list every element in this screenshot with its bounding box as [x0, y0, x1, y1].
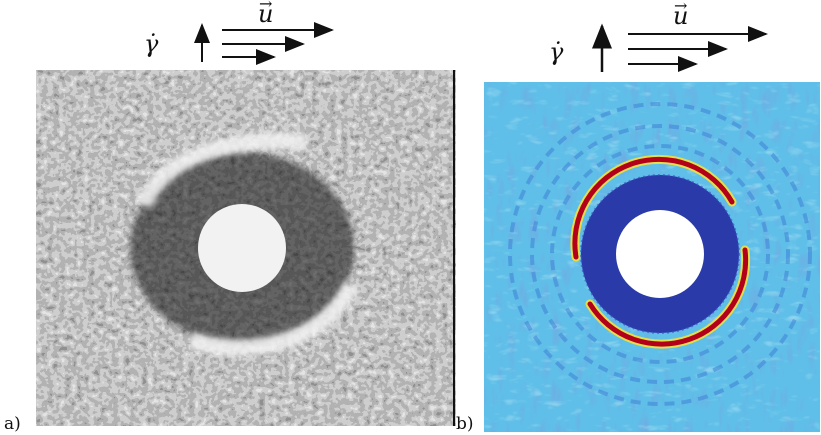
panel-b-colormap-image: [484, 82, 820, 432]
panel-a-shear-rate-symbol: γ̇: [144, 30, 159, 58]
panel-b: γ̇ → u: [456, 0, 821, 435]
panel-a-bright-arc-lower: [188, 281, 359, 356]
panel-a-label: a): [4, 414, 21, 434]
panel-b-lower-band: [585, 245, 751, 349]
panel-a-bright-arc-upper: [136, 132, 307, 209]
panel-a: γ̇ → u: [4, 0, 456, 434]
panel-b-velocity-vector-arrow: →: [674, 0, 688, 15]
panel-b-label: b): [456, 414, 474, 434]
panel-b-inner-ring-texture: [580, 174, 740, 334]
panel-b-shear-rate-symbol: γ̇: [549, 38, 564, 66]
panel-b-upper-band: [570, 154, 737, 262]
panel-b-central-disk: [616, 210, 704, 298]
panel-a-central-disk: [198, 204, 286, 292]
panel-a-velocity-symbol: → u: [258, 0, 273, 28]
panel-a-arrows: [194, 22, 334, 65]
panel-a-noise-image: [36, 70, 456, 426]
panel-b-velocity-symbol: → u: [673, 0, 689, 30]
panel-a-velocity-vector-arrow: →: [259, 0, 273, 13]
panel-b-faint-rings: [508, 102, 812, 406]
panel-b-arrows: [592, 23, 768, 72]
panel-b-velocity-text: u: [673, 2, 689, 30]
panel-a-velocity-text: u: [258, 0, 274, 28]
